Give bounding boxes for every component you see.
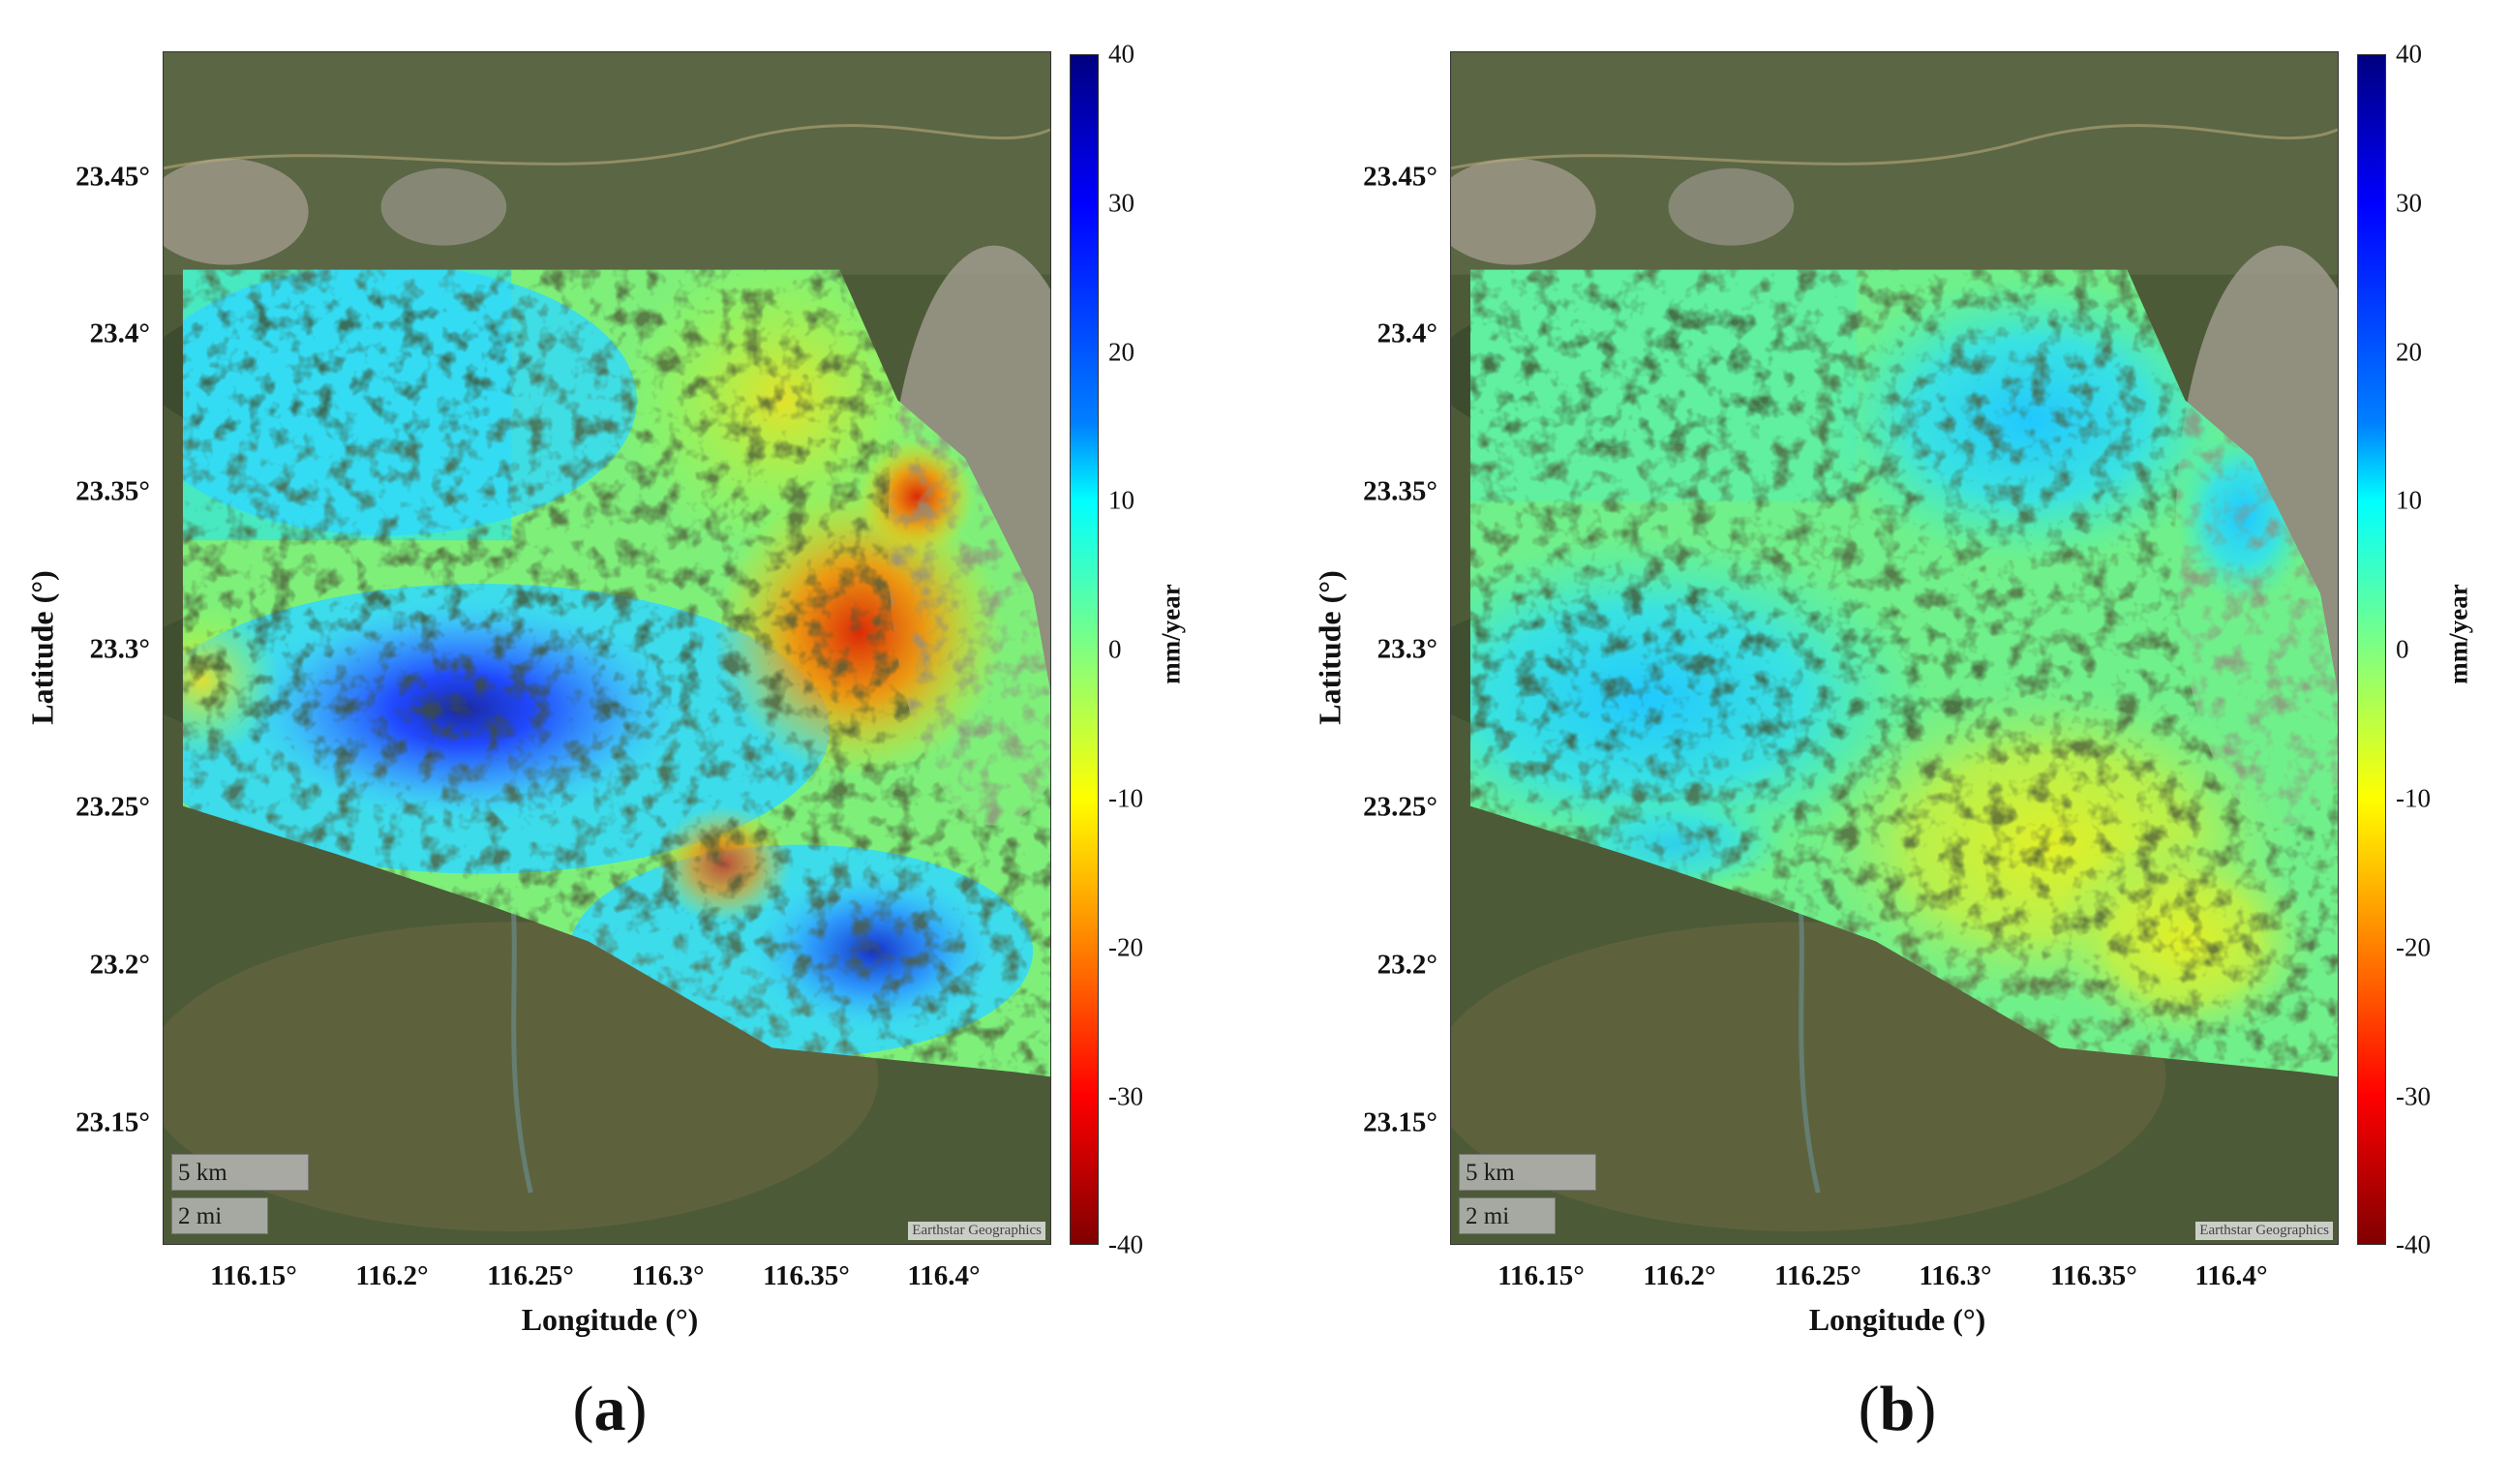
colorbar-tick: 30	[2396, 188, 2422, 218]
colorbar-tick: -20	[1108, 932, 1143, 962]
x-axis-label: Longitude (°)	[1808, 1302, 1986, 1337]
colorbar-tick: 0	[1108, 634, 1122, 664]
x-tick: 116.2°	[1643, 1260, 1716, 1291]
colorbar-tick: 30	[1108, 188, 1134, 218]
colorbar-tick: -40	[2396, 1229, 2431, 1259]
y-tick: 23.15°	[76, 1106, 150, 1138]
x-tick: 116.4°	[907, 1260, 981, 1291]
x-tick: 116.25°	[487, 1260, 574, 1291]
y-tick: 23.25°	[76, 791, 150, 823]
x-tick: 116.3°	[631, 1260, 705, 1291]
y-tick: 23.45°	[76, 161, 150, 193]
panel-label: (b)	[1858, 1374, 1937, 1444]
x-tick: 116.2°	[355, 1260, 429, 1291]
x-axis-label: Longitude (°)	[521, 1302, 699, 1337]
y-axis-label: Latitude (°)	[1312, 570, 1347, 725]
scale-bar-km: 5 km	[171, 1154, 309, 1191]
y-tick: 23.35°	[76, 475, 150, 507]
panel-b: 5 km 2 mi Earthstar Geographics 23.45° 2…	[1287, 0, 2511, 1484]
colorbar-tick: -30	[2396, 1081, 2431, 1111]
colorbar-tick: 0	[2396, 634, 2409, 664]
y-tick: 23.15°	[1363, 1106, 1437, 1138]
y-tick: 23.4°	[1377, 318, 1437, 349]
panel-label: (a)	[572, 1374, 648, 1444]
scale-bar-mi: 2 mi	[171, 1197, 268, 1234]
colorbar-tick: 20	[1108, 337, 1134, 367]
y-tick: 23.4°	[89, 318, 150, 349]
map-a: 5 km 2 mi Earthstar Geographics	[163, 51, 1051, 1245]
y-tick: 23.3°	[1377, 633, 1437, 665]
deformation-map-b	[1451, 52, 2338, 1244]
colorbar-tick: -10	[1108, 783, 1143, 813]
colorbar	[2357, 54, 2386, 1245]
x-tick: 116.35°	[2050, 1260, 2137, 1291]
y-tick: 23.45°	[1363, 161, 1437, 193]
scale-bar-mi: 2 mi	[1459, 1197, 1556, 1234]
x-tick: 116.3°	[1919, 1260, 1992, 1291]
colorbar-tick: 10	[2396, 485, 2422, 515]
x-tick: 116.15°	[1498, 1260, 1585, 1291]
panel-a: 5 km 2 mi Earthstar Geographics 23.45° 2…	[24, 39, 1186, 1445]
colorbar-label: mm/year	[1156, 584, 1186, 684]
y-tick: 23.3°	[89, 633, 150, 665]
x-tick: 116.25°	[1774, 1260, 1861, 1291]
deformation-map-a	[164, 52, 1050, 1244]
y-tick: 23.25°	[1363, 791, 1437, 823]
y-tick: 23.2°	[89, 949, 150, 981]
colorbar-tick: -20	[2396, 932, 2431, 962]
x-tick: 116.35°	[763, 1260, 850, 1291]
attribution: Earthstar Geographics	[908, 1222, 1045, 1240]
scale-bar-km: 5 km	[1459, 1154, 1596, 1191]
map-b: 5 km 2 mi Earthstar Geographics	[1450, 51, 2339, 1245]
colorbar-tick: 10	[1108, 485, 1134, 515]
colorbar-tick: -10	[2396, 783, 2431, 813]
x-tick: 116.15°	[210, 1260, 297, 1291]
colorbar	[1070, 54, 1099, 1245]
colorbar-tick: 40	[2396, 39, 2422, 69]
attribution: Earthstar Geographics	[2195, 1222, 2333, 1240]
x-tick: 116.4°	[2194, 1260, 2268, 1291]
colorbar-tick: 40	[1108, 39, 1134, 69]
y-axis-label: Latitude (°)	[24, 570, 60, 725]
colorbar-tick: 20	[2396, 337, 2422, 367]
y-tick: 23.35°	[1363, 475, 1437, 507]
colorbar-label: mm/year	[2443, 584, 2473, 684]
colorbar-tick: -30	[1108, 1081, 1143, 1111]
colorbar-tick: -40	[1108, 1229, 1143, 1259]
y-tick: 23.2°	[1377, 949, 1437, 981]
